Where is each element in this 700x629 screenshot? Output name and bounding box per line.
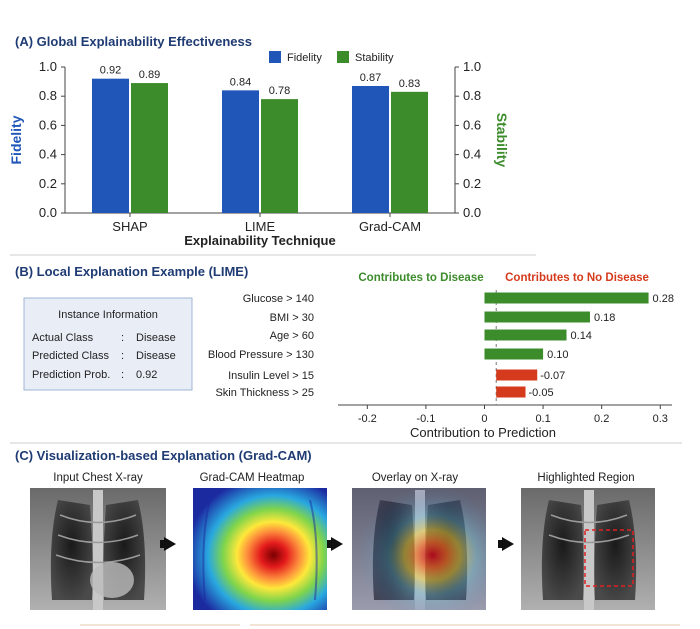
legend-label-stability: Stability xyxy=(355,52,394,64)
data-label: -0.07 xyxy=(540,370,565,382)
feature-label: Glucose > 140 xyxy=(243,293,314,305)
data-label: 0.18 xyxy=(594,312,615,324)
y-tick-label: 0.2 xyxy=(39,176,57,191)
x-tick-label: 0.3 xyxy=(653,413,668,425)
panel-a-heading: (A) Global Explainability Effectiveness xyxy=(15,34,252,49)
data-label: 0.84 xyxy=(230,76,251,88)
legend: Fidelity Stability xyxy=(269,51,394,64)
x-tick-label: Grad-CAM xyxy=(359,219,421,234)
y2-tick-label: 1.0 xyxy=(463,59,481,74)
feature-label: Skin Thickness > 25 xyxy=(215,387,314,399)
highlight-box xyxy=(584,529,634,587)
data-label: 0.14 xyxy=(571,330,592,342)
x-tick-label: -0.2 xyxy=(358,413,377,425)
data-label: 0.87 xyxy=(360,72,381,84)
caption-overlay: Overlay on X-ray xyxy=(372,472,459,484)
x-axis-title: Explainability Technique xyxy=(184,233,335,248)
feature-label: Blood Pressure > 130 xyxy=(208,349,314,361)
data-label: -0.05 xyxy=(529,387,554,399)
y2-tick-label: 0.0 xyxy=(463,205,481,220)
arrow-right-icon xyxy=(502,537,514,551)
overlay-xray-image xyxy=(352,488,486,610)
contribution-bar-negative xyxy=(496,386,526,398)
instance-info-box: Instance Information Actual Class : Dise… xyxy=(23,297,193,391)
x-tick-label: -0.1 xyxy=(416,413,435,425)
y2-tick-label: 0.2 xyxy=(463,176,481,191)
y-axis-title-fidelity: Fidelity xyxy=(8,115,24,164)
data-label: 0.10 xyxy=(547,349,568,361)
feature-label: Insulin Level > 15 xyxy=(228,370,314,382)
x-tick-label: 0.2 xyxy=(594,413,609,425)
arrow-right-icon xyxy=(164,537,176,551)
arrow-right-icon-stem xyxy=(498,540,504,548)
contribution-bar-positive xyxy=(484,348,544,360)
info-key-predicted: Predicted Class xyxy=(32,350,110,362)
data-label: 0.89 xyxy=(139,69,160,81)
caption-highlighted: Highlighted Region xyxy=(537,472,634,484)
legend-swatch-fidelity xyxy=(269,51,281,63)
contribution-bar-positive xyxy=(484,292,649,304)
chest-xray-image xyxy=(30,488,166,610)
caption-heatmap: Grad-CAM Heatmap xyxy=(200,472,305,484)
info-sep: : xyxy=(121,350,124,362)
lime-contribution-chart: -0.2 -0.1 0 0.1 0.2 0.3 Glucose > 140 0.28 BMI … xyxy=(208,290,674,440)
x-tick-label: LIME xyxy=(245,219,276,234)
y-axis-title-stability: Stability xyxy=(494,113,510,168)
bar-fidelity-grad-cam xyxy=(352,85,389,213)
data-label: 0.92 xyxy=(100,65,121,77)
info-val-predicted: Disease xyxy=(136,350,176,362)
info-sep: : xyxy=(121,332,124,344)
info-key-actual: Actual Class xyxy=(32,332,94,344)
grad-cam-heatmap-image xyxy=(193,488,327,610)
legend-negative: Contributes to No Disease xyxy=(505,272,649,284)
global-effectiveness-chart: 0.0 0.2 0.4 0.6 0.8 1.0 0.0 0.2 0.4 0.6 0.8 1.0 0.… xyxy=(8,51,510,248)
feature-label: BMI > 30 xyxy=(270,312,314,324)
feature-label: Age > 60 xyxy=(270,330,314,342)
panel-c-heading: (C) Visualization-based Explanation (Gra… xyxy=(15,448,312,463)
info-sep: : xyxy=(121,369,124,381)
legend-label-fidelity: Fidelity xyxy=(287,52,322,64)
bar-stability-grad-cam xyxy=(391,91,428,213)
x-axis-title: Contribution to Prediction xyxy=(410,425,556,440)
legend-positive: Contributes to Disease xyxy=(358,272,483,284)
contribution-bar-negative xyxy=(496,369,538,381)
bar-fidelity-lime xyxy=(222,90,259,213)
y2-tick-label: 0.8 xyxy=(463,88,481,103)
y-tick-label: 0.0 xyxy=(39,205,57,220)
highlighted-region-image xyxy=(521,488,655,610)
arrow-right-icon xyxy=(331,537,343,551)
info-val-prob: 0.92 xyxy=(136,369,157,381)
y-tick-label: 0.8 xyxy=(39,88,57,103)
info-key-prob: Prediction Prob. xyxy=(32,369,110,381)
x-tick-label: 0.1 xyxy=(535,413,550,425)
data-label: 0.83 xyxy=(399,78,420,90)
info-val-actual: Disease xyxy=(136,332,176,344)
contribution-bar-positive xyxy=(484,329,567,341)
y2-tick-label: 0.6 xyxy=(463,117,481,132)
x-tick-label: 0 xyxy=(481,413,487,425)
data-label: 0.28 xyxy=(653,293,674,305)
legend-swatch-stability xyxy=(337,51,349,63)
panel-b-heading: (B) Local Explanation Example (LIME) xyxy=(15,264,248,279)
bar-stability-lime xyxy=(261,99,298,213)
y-tick-label: 1.0 xyxy=(39,59,57,74)
info-box-title: Instance Information xyxy=(58,309,158,321)
info-box-frame xyxy=(23,297,193,391)
arrow-right-icon-stem xyxy=(327,540,333,548)
data-label: 0.78 xyxy=(269,85,290,97)
contribution-bar-positive xyxy=(484,311,590,323)
y-tick-label: 0.4 xyxy=(39,147,57,162)
y2-tick-label: 0.4 xyxy=(463,147,481,162)
caption-input: Input Chest X-ray xyxy=(53,472,143,484)
arrow-right-icon-stem xyxy=(160,540,166,548)
bar-stability-shap xyxy=(131,83,168,213)
bar-fidelity-shap xyxy=(92,78,129,214)
y-tick-label: 0.6 xyxy=(39,117,57,132)
x-tick-label: SHAP xyxy=(112,219,147,234)
